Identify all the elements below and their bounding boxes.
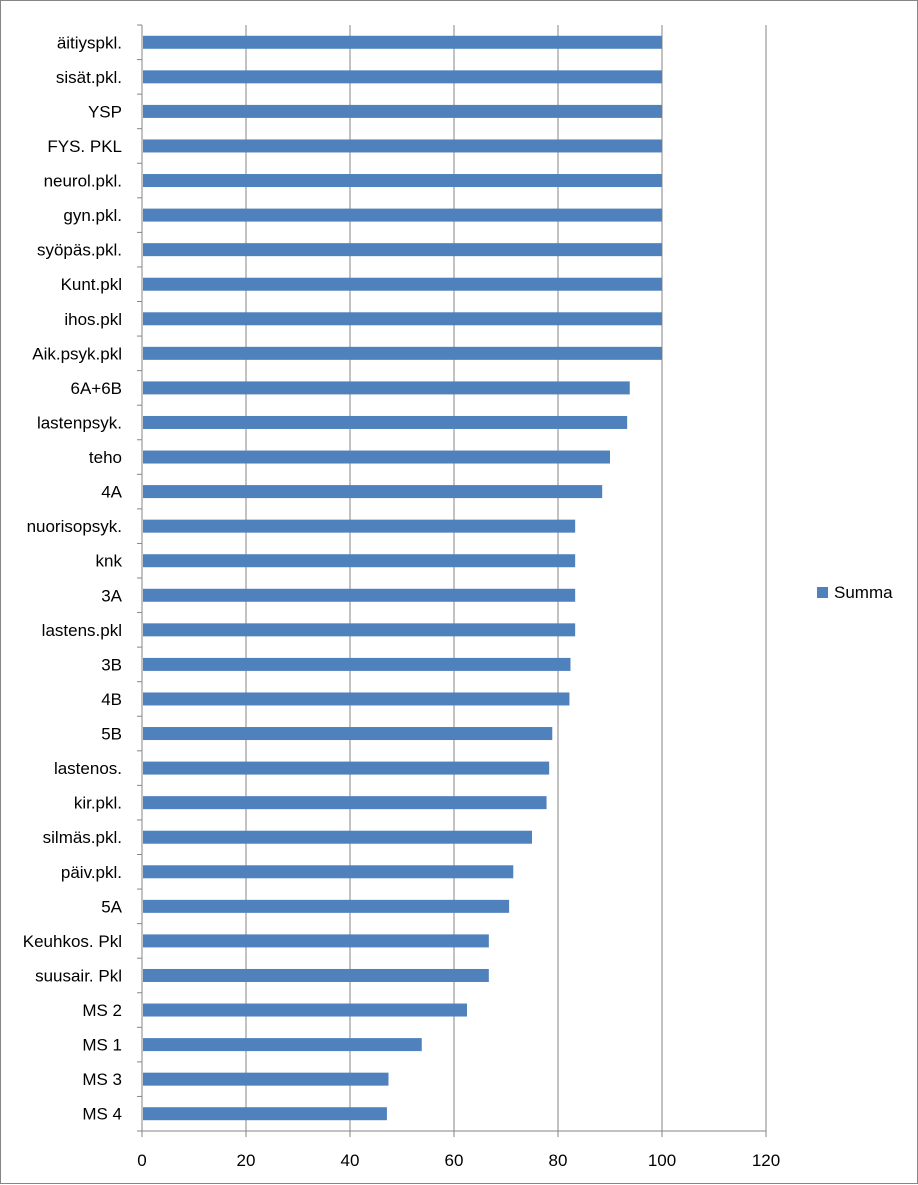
- bar: [143, 727, 553, 741]
- x-tick-label: 0: [137, 1151, 146, 1170]
- category-label: ihos.pkl: [64, 310, 122, 329]
- category-label: lastenos.: [54, 759, 122, 778]
- bar: [143, 381, 630, 395]
- category-label: gyn.pkl.: [63, 206, 122, 225]
- bar: [143, 312, 662, 326]
- category-label: syöpäs.pkl.: [37, 241, 122, 260]
- category-label: 4B: [101, 690, 122, 709]
- bar: [143, 243, 662, 257]
- gridlines: [245, 25, 767, 1131]
- bar: [143, 174, 662, 188]
- category-label: lastenpsyk.: [37, 413, 122, 432]
- bar: [143, 692, 570, 706]
- bar: [143, 208, 662, 222]
- category-label: lastens.pkl: [42, 621, 122, 640]
- category-label: teho: [89, 448, 122, 467]
- bar: [143, 968, 489, 982]
- bar: [143, 139, 662, 153]
- bar: [143, 519, 576, 533]
- bar: [143, 70, 662, 84]
- bar: [143, 1038, 422, 1052]
- category-label: kir.pkl.: [74, 794, 122, 813]
- bar: [143, 623, 576, 637]
- x-tick-label: 40: [341, 1151, 360, 1170]
- bar: [143, 35, 662, 49]
- bar: [143, 485, 603, 499]
- category-label: 6A+6B: [70, 379, 122, 398]
- bar: [143, 450, 610, 464]
- x-tick-labels: 0 20 40 60 80 100 120: [137, 1151, 780, 1170]
- category-label: neurol.pkl.: [44, 172, 122, 191]
- category-label: päiv.pkl.: [61, 863, 122, 882]
- x-tick-label: 100: [648, 1151, 676, 1170]
- category-label: Aik.psyk.pkl: [32, 344, 122, 363]
- category-label: nuorisopsyk.: [27, 517, 122, 536]
- x-tick-label: 80: [549, 1151, 568, 1170]
- category-label: 3B: [101, 655, 122, 674]
- bar: [143, 934, 489, 948]
- axes: [137, 24, 767, 1137]
- x-tick-label: 60: [445, 1151, 464, 1170]
- bar: [143, 796, 547, 810]
- category-label: MS 1: [82, 1036, 122, 1055]
- category-label: Keuhkos. Pkl: [23, 932, 122, 951]
- bar: [143, 346, 662, 360]
- category-label: YSP: [88, 102, 122, 121]
- category-label: FYS. PKL: [47, 137, 122, 156]
- category-label: 5A: [101, 897, 122, 916]
- bar: [143, 277, 662, 291]
- bars: [143, 35, 662, 1121]
- x-tick-label: 120: [752, 1151, 780, 1170]
- bar: [143, 865, 514, 879]
- x-tick-label: 20: [237, 1151, 256, 1170]
- category-label: MS 3: [82, 1070, 122, 1089]
- legend-label: Summa: [834, 583, 893, 602]
- legend[interactable]: Summa: [817, 583, 893, 602]
- bar: [143, 1072, 389, 1086]
- bar: [143, 761, 550, 775]
- legend-swatch: [817, 587, 828, 598]
- bar: [143, 657, 571, 671]
- bar: [143, 104, 662, 118]
- category-label: Kunt.pkl: [61, 275, 122, 294]
- category-label: knk: [96, 552, 123, 571]
- bar: [143, 1003, 467, 1017]
- category-label: MS 4: [82, 1105, 122, 1124]
- category-label: sisät.pkl.: [56, 68, 122, 87]
- bar: [143, 1107, 387, 1121]
- category-labels: äitiyspkl. sisät.pkl. YSP FYS. PKL neurol.pk…: [23, 33, 123, 1123]
- category-label: 3A: [101, 586, 122, 605]
- bar: [143, 899, 510, 913]
- category-label: silmäs.pkl.: [43, 828, 122, 847]
- category-label: suusair. Pkl: [35, 966, 122, 985]
- category-label: 5B: [101, 725, 122, 744]
- bar: [143, 830, 532, 844]
- category-label: äitiyspkl.: [57, 33, 122, 52]
- bar: [143, 588, 576, 602]
- bar: [143, 415, 628, 429]
- category-label: 4A: [101, 483, 122, 502]
- bar: [143, 554, 576, 568]
- category-label: MS 2: [82, 1001, 122, 1020]
